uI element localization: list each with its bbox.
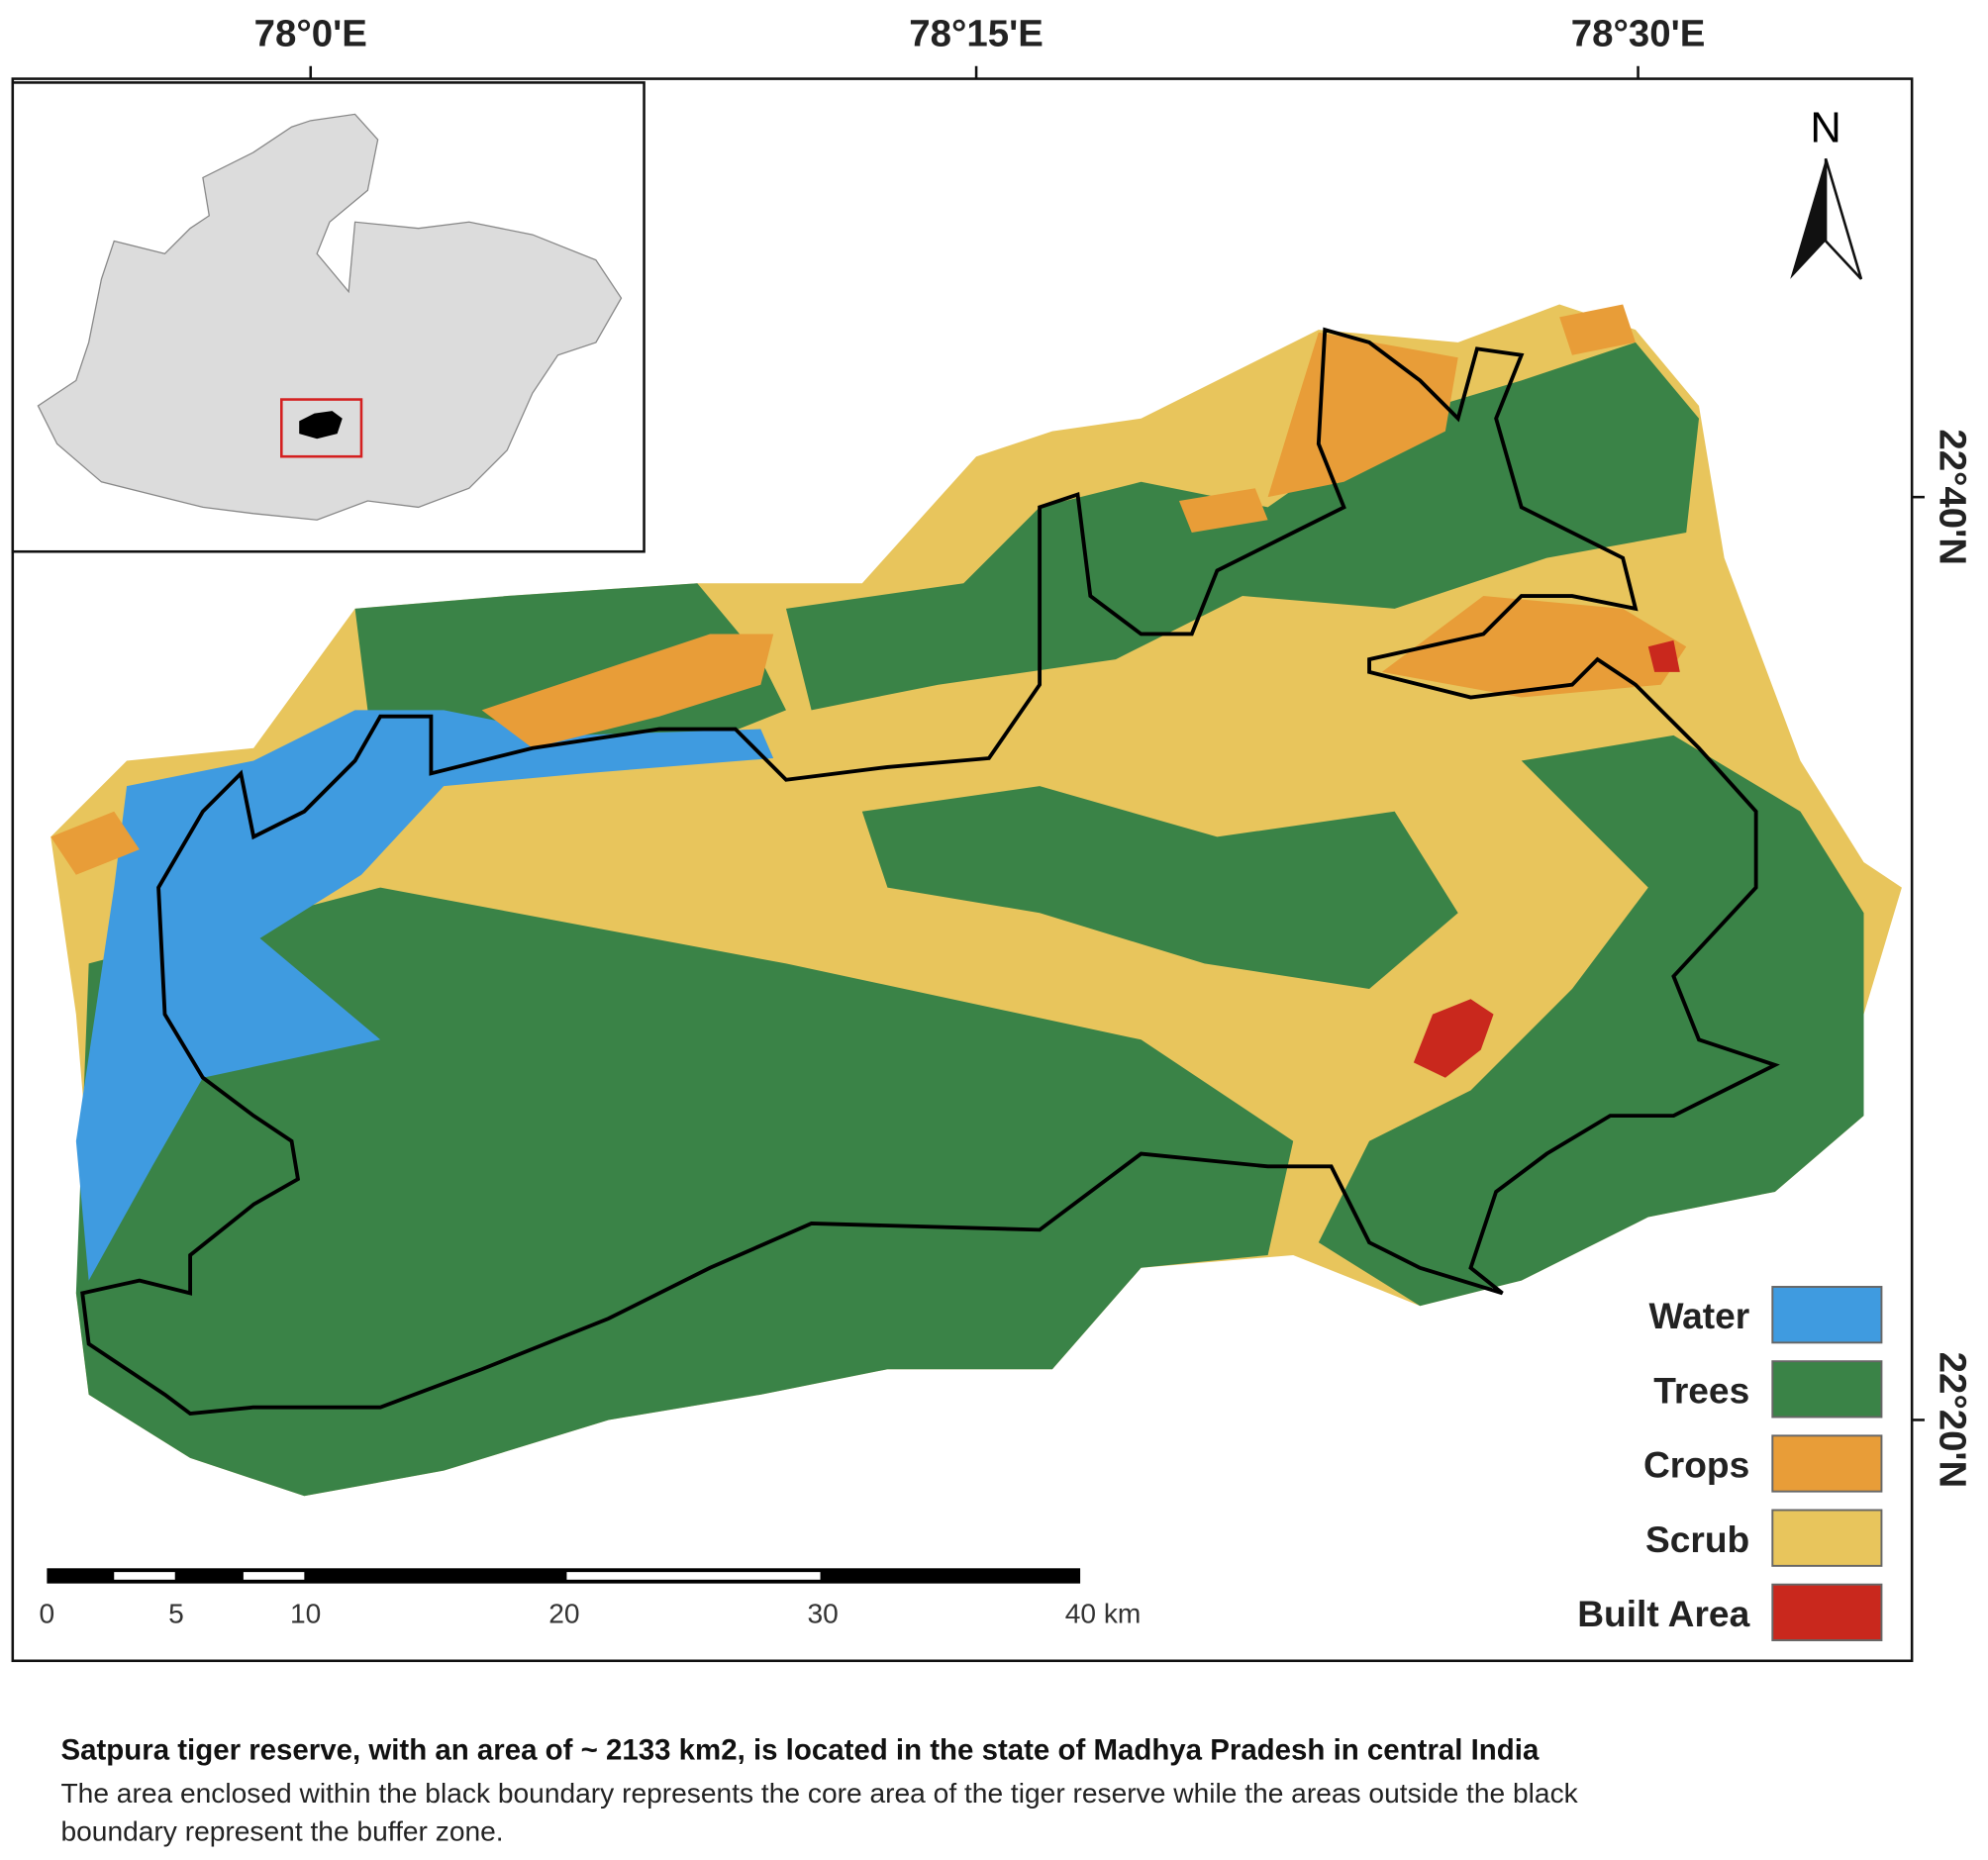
crops-area: [1559, 304, 1636, 355]
trees-area: [861, 786, 1458, 990]
built-area: [1413, 999, 1494, 1078]
scale-label: 20: [548, 1597, 579, 1628]
longitude-labels: 78°0'E 78°15'E 78°30'E: [254, 12, 1706, 79]
legend-swatch: [1771, 1360, 1883, 1419]
north-arrow: N: [1790, 105, 1863, 280]
scale-label: 10: [290, 1597, 321, 1628]
trees-area: [785, 342, 1700, 711]
legend-swatch: [1771, 1434, 1883, 1493]
legend: Water Trees Crops Scrub Built Area: [1577, 1286, 1883, 1641]
scale-label: 30: [807, 1597, 838, 1628]
built-area: [1647, 639, 1680, 672]
scale-bar: [47, 1568, 1081, 1584]
legend-swatch: [1771, 1509, 1883, 1567]
crops-area: [50, 811, 140, 875]
inset-map: [11, 81, 646, 553]
scale-bar-gap: [566, 1572, 821, 1580]
location-box: [280, 398, 363, 458]
scale-bar-gap: [243, 1572, 305, 1580]
caption-text: boundary represent the buffer zone.: [60, 1815, 503, 1847]
scale-label: 5: [168, 1597, 184, 1628]
legend-label: Crops: [1643, 1444, 1749, 1486]
scale-label: 40 km: [1065, 1597, 1142, 1628]
longitude-label: 78°30'E: [1571, 12, 1706, 54]
legend-label: Scrub: [1645, 1518, 1749, 1560]
caption-text: The area enclosed within the black bound…: [60, 1777, 1578, 1809]
legend-label: Water: [1648, 1295, 1749, 1336]
legend-swatch: [1771, 1583, 1883, 1641]
latitude-label: 22°20'N: [1931, 1352, 1973, 1489]
scale-label: 0: [40, 1597, 55, 1628]
water-body: [75, 710, 774, 1281]
legend-label: Trees: [1653, 1369, 1749, 1411]
core-boundary: [80, 327, 1780, 1417]
state-outline: [37, 113, 623, 521]
scale-bar-base: [47, 1568, 1081, 1584]
crops-area: [481, 634, 774, 748]
legend-swatch: [1771, 1286, 1883, 1344]
reserve-location: [299, 411, 343, 440]
land-cover: [50, 304, 1902, 1497]
north-arrow-right: [1824, 157, 1863, 280]
latitude-labels: 22°40'N 22°20'N: [1912, 429, 1973, 1488]
trees-area: [1318, 734, 1864, 1307]
north-label: N: [1810, 105, 1840, 152]
caption-title: Satpura tiger reserve, with an area of ~…: [60, 1734, 1539, 1767]
scale-labels: 0 5 10 20 30 40 km: [40, 1597, 1142, 1628]
crops-area: [1381, 596, 1687, 698]
crops-area: [1178, 488, 1268, 534]
north-arrow-left: [1790, 158, 1827, 279]
latitude-label: 22°40'N: [1931, 429, 1973, 565]
scale-bar-gap: [114, 1572, 175, 1580]
longitude-label: 78°0'E: [254, 12, 367, 54]
longitude-label: 78°15'E: [909, 12, 1044, 54]
legend-label: Built Area: [1577, 1593, 1749, 1634]
